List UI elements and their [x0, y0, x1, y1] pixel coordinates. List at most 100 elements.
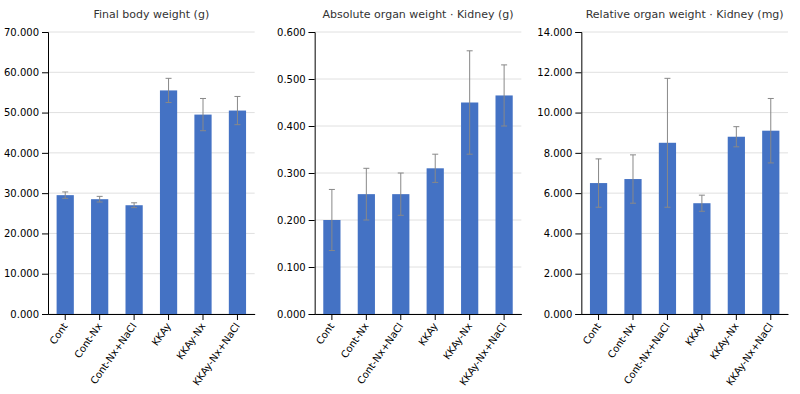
- grid: [315, 32, 522, 314]
- tick-mark: [309, 79, 315, 80]
- error-bar: [596, 159, 602, 207]
- axis-line: [49, 314, 256, 315]
- grid-line: [315, 220, 522, 221]
- error-bar: [200, 98, 206, 130]
- tick-label: 8.000: [544, 148, 573, 159]
- grid-line: [48, 314, 255, 315]
- tick-label: KKAy-Nx+NaCl: [724, 321, 775, 388]
- grid-line: [581, 314, 788, 315]
- tick-label: 10.000: [537, 107, 572, 118]
- grid-line: [581, 193, 788, 194]
- tick-mark: [237, 314, 238, 320]
- tick: 20.000: [4, 228, 48, 239]
- tick-label: 0.000: [10, 309, 39, 320]
- y-axis: 0.0000.1000.2000.3000.4000.5000.600: [277, 27, 315, 320]
- tick-mark: [42, 72, 48, 73]
- tick-label: Cont-Nx+NaCl: [355, 321, 405, 386]
- chart-svg: 0.000 10.000 20.000 30.000 40.000 50.000 60.00…: [0, 0, 800, 394]
- tick-mark: [435, 314, 436, 320]
- tick-mark: [42, 153, 48, 154]
- tick-label: 30.000: [4, 188, 39, 199]
- grid-line: [48, 233, 255, 234]
- error-bar: [398, 173, 404, 215]
- grid-line: [581, 273, 788, 274]
- tick-mark: [575, 193, 581, 194]
- tick: 4.000: [544, 228, 582, 239]
- tick: Cont: [314, 314, 336, 346]
- tick-mark: [42, 233, 48, 234]
- tick-mark: [42, 274, 48, 275]
- tick-label: Cont-Nx+NaCl: [622, 321, 672, 386]
- tick-label: 0.100: [277, 262, 306, 273]
- tick-label: KKAy-Nx+NaCl: [191, 321, 242, 388]
- error-bar: [432, 154, 438, 182]
- error-bar: [97, 196, 103, 202]
- error-bar: [166, 78, 172, 102]
- error-bar: [62, 192, 68, 198]
- x-axis: ContCont-NxCont-Nx+NaClKKAyKKAy-NxKKAy-N…: [47, 314, 255, 387]
- tick: 10.000: [537, 107, 581, 118]
- tick: 12.000: [537, 67, 581, 78]
- tick: 50.000: [4, 107, 48, 118]
- tick-mark: [575, 314, 581, 315]
- grid-line: [581, 72, 788, 73]
- bar: [57, 195, 74, 314]
- error-bar: [699, 195, 705, 211]
- grid-line: [48, 72, 255, 73]
- tick: Cont-Nx+NaCl: [88, 314, 138, 386]
- tick-mark: [309, 126, 315, 127]
- tick-mark: [42, 32, 48, 33]
- tick-label: 0.000: [277, 309, 306, 320]
- tick-label: KKAy: [683, 321, 706, 348]
- tick-mark: [575, 153, 581, 154]
- tick: 60.000: [4, 67, 48, 78]
- error-bar: [131, 203, 137, 208]
- tick-label: Cont-Nx: [605, 321, 637, 360]
- tick: 0.200: [277, 215, 315, 226]
- bar: [194, 115, 211, 314]
- tick: 2.000: [544, 268, 582, 279]
- tick-mark: [770, 314, 771, 320]
- grid: [48, 32, 255, 314]
- tick: KKAy: [416, 314, 439, 348]
- tick: 0.000: [544, 309, 582, 320]
- axis-line: [575, 33, 582, 315]
- tick: KKAy-Nx+NaCl: [191, 314, 242, 387]
- tick: KKAy-Nx+NaCl: [457, 314, 508, 387]
- panel: 0.0002.0004.0006.0008.00010.00012.00014.…: [537, 8, 788, 387]
- bar: [728, 137, 745, 314]
- tick: Cont-Nx+NaCl: [355, 314, 405, 386]
- tick: 0.500: [277, 74, 315, 85]
- tick-label: 40.000: [4, 148, 39, 159]
- grid-line: [48, 112, 255, 113]
- grid-line: [315, 267, 522, 268]
- grid-line: [315, 173, 522, 174]
- marks: [590, 78, 779, 314]
- tick-label: Cont: [314, 321, 336, 347]
- tick: Cont: [581, 314, 603, 346]
- error-bar: [329, 189, 335, 250]
- error-bar: [501, 65, 507, 126]
- tick-mark: [309, 267, 315, 268]
- y-axis: 0.000 10.000 20.000 30.000 40.000 50.000 60.00…: [4, 27, 49, 320]
- tick: Cont-Nx: [605, 314, 637, 360]
- tick: 10.000: [4, 268, 48, 279]
- tick: Cont: [47, 314, 69, 346]
- error-bar: [467, 51, 473, 154]
- tick-mark: [736, 314, 737, 320]
- bar: [126, 205, 143, 314]
- tick-mark: [42, 193, 48, 194]
- tick: 0.100: [277, 262, 315, 273]
- grid-line: [581, 233, 788, 234]
- x-axis: ContCont-NxCont-Nx+NaCl KKAyKKAy-NxKKAy-N…: [581, 314, 789, 387]
- tick-label: 0.400: [277, 121, 306, 132]
- tick-label: 10.000: [4, 268, 39, 279]
- grid-line: [48, 32, 255, 33]
- tick: KKAy-Nx: [708, 314, 741, 361]
- grid-line: [315, 314, 522, 315]
- grid-line: [48, 152, 255, 153]
- tick-label: KKAy-Nx: [174, 321, 207, 362]
- tick: 40.000: [4, 148, 48, 159]
- tick-mark: [331, 314, 332, 320]
- grid-line: [48, 273, 255, 274]
